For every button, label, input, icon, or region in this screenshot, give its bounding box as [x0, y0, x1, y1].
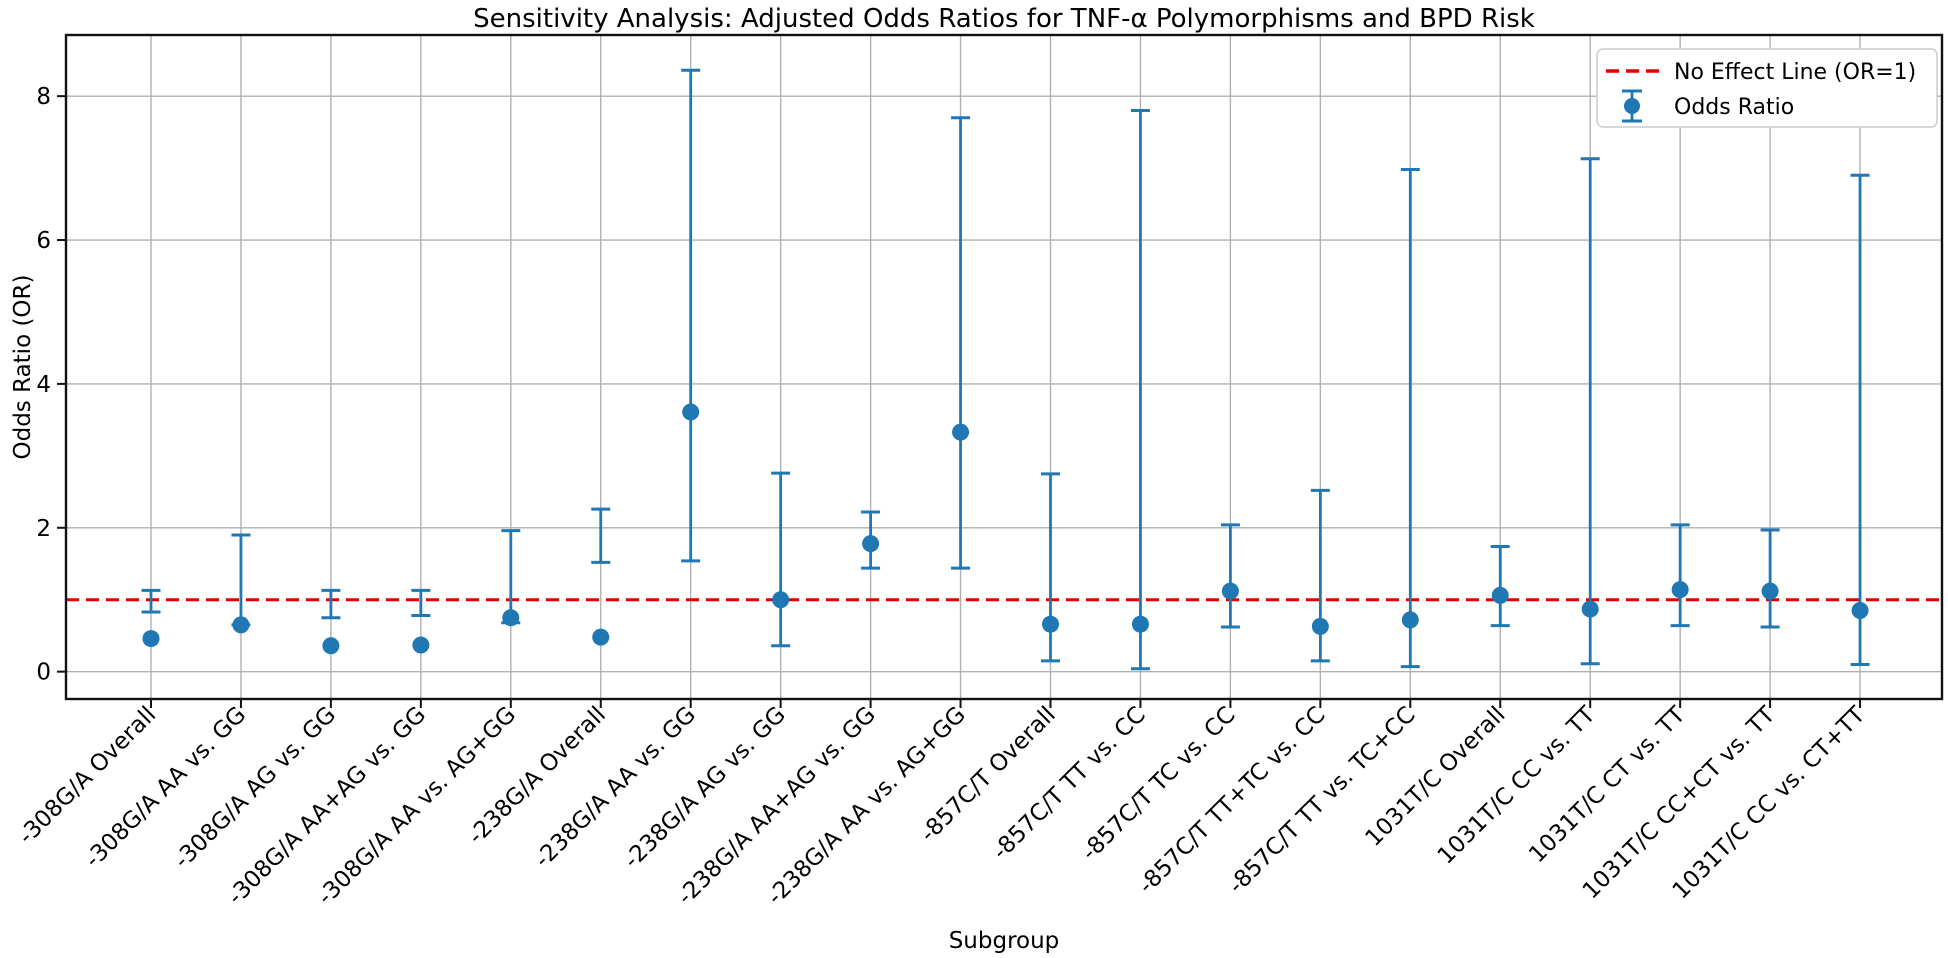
- odds-ratio-marker: [1311, 617, 1329, 635]
- legend: No Effect Line (OR=1) Odds Ratio: [1596, 48, 1938, 128]
- error-bar: [141, 588, 161, 648]
- odds-ratio-marker: [1221, 582, 1239, 600]
- odds-ratio-marker: [1671, 581, 1689, 599]
- error-bar: [1310, 488, 1330, 663]
- error-bar: [1760, 528, 1780, 629]
- error-bar: [771, 471, 791, 648]
- odds-ratio-marker: [232, 616, 250, 634]
- legend-odds-ratio-marker-icon: [1622, 89, 1642, 123]
- odds-ratio-marker: [1042, 615, 1059, 633]
- x-tick-label: -308G/A AA vs. GG: [80, 702, 251, 873]
- x-tick-label: -308G/A AG vs. GG: [169, 702, 341, 874]
- odds-ratio-marker: [592, 628, 610, 646]
- x-tick-label: -857C/T TT+TC vs. CC: [1133, 702, 1330, 899]
- odds-ratio-marker: [502, 609, 520, 627]
- x-tick-label: 1031T/C CC vs. CT+TT: [1668, 701, 1871, 904]
- odds-ratio-marker: [1851, 602, 1869, 620]
- x-tick-label: -238G/A AG vs. GG: [619, 702, 791, 874]
- odds-ratio-marker: [1581, 600, 1599, 618]
- error-bar: [1041, 472, 1060, 663]
- legend-no-effect-label: No Effect Line (OR=1): [1674, 60, 1916, 85]
- odds-ratio-marker: [322, 637, 340, 655]
- x-tick-label: -238G/A AA vs. GG: [530, 702, 701, 873]
- legend-odds-ratio-label: Odds Ratio: [1674, 95, 1794, 120]
- x-tick-label: 1031T/C CC vs. TT: [1433, 701, 1601, 869]
- error-bar: [321, 588, 341, 655]
- error-bar: [951, 116, 971, 570]
- error-bar: [1400, 168, 1420, 669]
- chart-title: Sensitivity Analysis: Adjusted Odds Rati…: [473, 4, 1535, 34]
- odds-ratio-marker: [412, 636, 430, 654]
- x-tick-label: -857C/T TC vs. CC: [1077, 702, 1241, 866]
- error-bar: [1130, 109, 1150, 671]
- y-tick-label: 8: [36, 84, 51, 110]
- error-bar: [1490, 544, 1510, 628]
- odds-ratio-marker: [682, 403, 700, 421]
- y-tick-label: 4: [36, 372, 51, 398]
- y-tick-label: 6: [36, 228, 51, 254]
- y-tick-label: 0: [36, 660, 51, 686]
- odds-ratio-marker: [1131, 615, 1149, 633]
- error-bar: [681, 68, 701, 563]
- odds-ratio-marker: [1491, 586, 1509, 604]
- odds-ratio-marker: [772, 591, 790, 609]
- odds-ratio-marker: [1761, 582, 1779, 600]
- y-axis-label: Odds Ratio (OR): [10, 275, 36, 460]
- error-bar: [1850, 173, 1870, 666]
- error-bar: [231, 533, 251, 634]
- y-axis: 0 2 4 6 8: [36, 84, 66, 686]
- plot-border: [64, 33, 1944, 701]
- error-bar: [591, 507, 611, 646]
- error-bar: [411, 588, 431, 654]
- x-axis: -308G/A Overall-308G/A AA vs. GG-308G/A …: [13, 699, 1871, 910]
- odds-ratio-marker: [1401, 611, 1419, 629]
- x-tick-label: 1031T/C CT vs. TT: [1524, 701, 1691, 868]
- legend-box: [1596, 48, 1938, 128]
- error-bar: [1670, 523, 1690, 628]
- error-bar: [1220, 523, 1240, 629]
- error-bar: [501, 529, 521, 627]
- odds-ratio-marker: [862, 535, 880, 553]
- error-bar: [861, 510, 881, 570]
- plot-area: 0 2 4 6 8 -308G/A Overall-308G/A AA vs. GG-30…: [13, 33, 1944, 910]
- odds-ratio-marker: [142, 630, 160, 648]
- x-tick-label: -857C/T TT vs. TC+CC: [1223, 702, 1420, 899]
- x-axis-label: Subgroup: [949, 928, 1060, 954]
- error-bar: [1580, 157, 1600, 666]
- error-bars-layer: [141, 68, 1870, 671]
- x-tick-label: -857C/T TT vs. CC: [988, 702, 1151, 865]
- y-tick-label: 2: [36, 516, 51, 542]
- odds-ratio-marker: [952, 423, 970, 441]
